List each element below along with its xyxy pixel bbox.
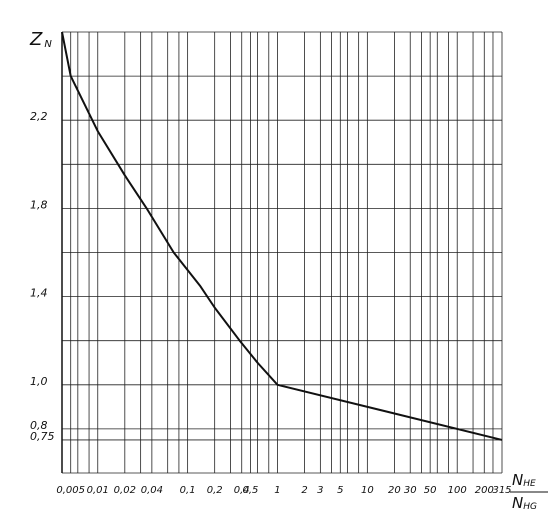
x-label-den-sub: HG [523,502,537,512]
x-tick-label: 0,005 [56,485,85,496]
x-tick-label: 50 [424,485,437,496]
x-tick-label: 0,02 [114,485,136,496]
y-tick-label: 1,0 [30,375,48,388]
x-label-num: NHE [512,471,536,489]
x-tick-label: 10 [361,485,374,496]
x-tick-label: 5 [337,485,343,496]
x-tick-label: 30 [404,485,417,496]
x-tick-label: 315 [492,485,511,496]
x-tick-label: 0,1 [180,485,196,496]
x-tick-label: 1 [274,485,280,496]
x-tick-label: 0,01 [87,485,109,496]
x-label-num-main: N [512,471,523,489]
x-tick-label: 100 [448,485,467,496]
x-label-num-sub: HE [523,479,536,489]
y-tick-label: 2,2 [30,110,48,123]
y-tick-label: 0,8 [30,419,48,432]
x-tick-label: 3 [317,485,323,496]
x-axis-label: NHE NHG [510,471,548,512]
curve [61,31,503,441]
y-label-main: Z [29,29,43,50]
x-tick-label: 0,04 [141,485,163,496]
y-tick-label: 0,75 [30,430,55,443]
x-tick-label: 0,4 [234,485,250,496]
x-tick-label: 200 [475,485,494,496]
x-tick-label: 2 [301,485,307,496]
y-tick-label: 1,4 [30,287,48,300]
x-label-den: NHG [512,494,537,512]
x-tick-label: 20 [388,485,401,496]
y-label-sub: N [44,39,52,50]
x-label-den-main: N [512,494,523,512]
x-tick-label: 0,2 [207,485,223,496]
x-tick-label: 0,5 [242,485,258,496]
y-tick-label: 1,8 [30,198,48,211]
